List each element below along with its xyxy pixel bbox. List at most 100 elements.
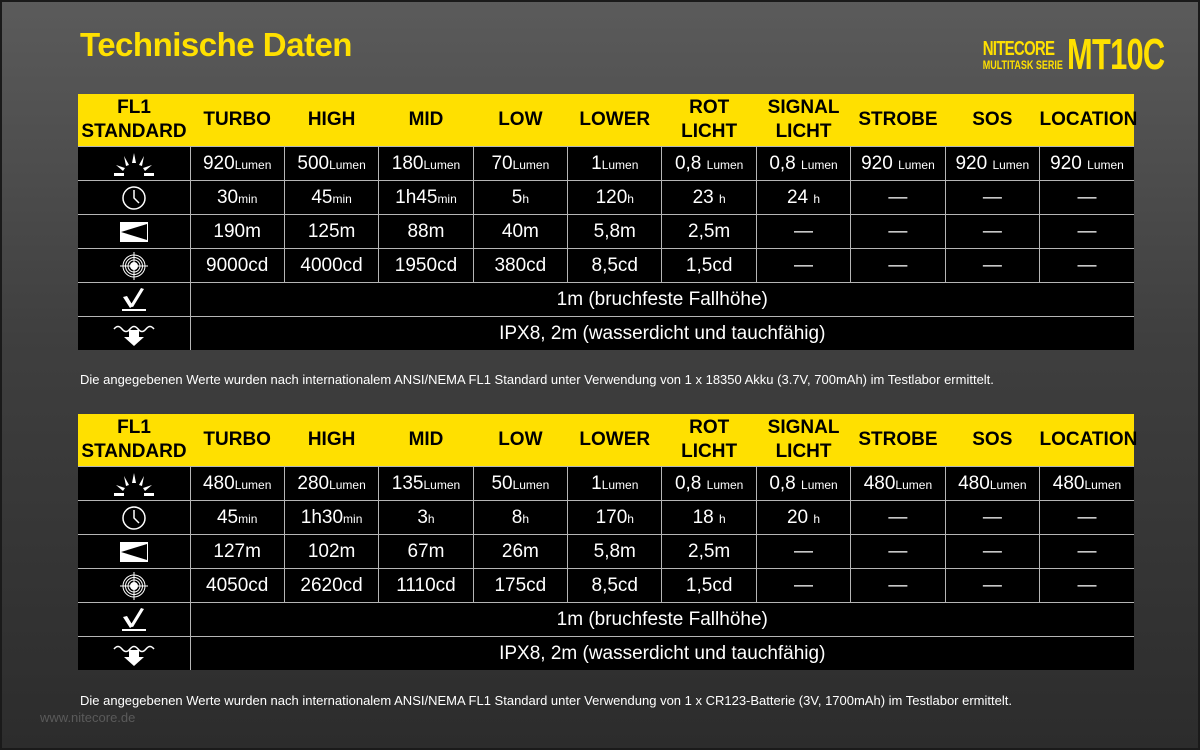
cell-value: — xyxy=(982,574,1002,596)
cell-value: — xyxy=(1077,254,1097,276)
cell-value: — xyxy=(888,574,908,596)
cell-value: 920 xyxy=(955,152,993,174)
cell-unit: Lumen xyxy=(1084,477,1122,492)
impact-value: 1m (bruchfeste Fallhöhe) xyxy=(189,282,1134,317)
table-cell: 9000cd xyxy=(189,248,285,283)
table-cell: 67m xyxy=(378,534,474,569)
table-cell: 920Lumen xyxy=(189,146,285,181)
cell-value: 26m xyxy=(501,540,539,562)
cell-unit: Lumen xyxy=(234,157,272,172)
table-cell: 920 Lumen xyxy=(1039,146,1134,181)
table-cell: 102m xyxy=(283,534,380,569)
page-title: Technische Daten xyxy=(80,26,352,63)
column-header: LOCATION xyxy=(1039,414,1137,467)
cell-value: — xyxy=(1077,220,1097,242)
cell-unit: min xyxy=(238,511,258,526)
table-row: 1m (bruchfeste Fallhöhe) xyxy=(78,602,1134,637)
cell-value: 1h30 xyxy=(300,506,344,528)
table-cell: — xyxy=(1039,568,1134,603)
table-cell: 88m xyxy=(378,214,474,249)
cell-unit: Lumen xyxy=(601,477,639,492)
column-header: SIGNAL LICHT xyxy=(756,414,851,467)
spec-table-18350: FL1 STANDARD TURBO HIGH MID LOW LOWER ROT LICH… xyxy=(78,94,1137,350)
table-cell: 0,8 Lumen xyxy=(661,146,757,181)
table-cell: — xyxy=(1039,214,1134,249)
table-cell: — xyxy=(755,214,852,249)
cell-value: — xyxy=(888,254,908,276)
cell-value: 135 xyxy=(391,472,424,494)
table-cell: 0,8 Lumen xyxy=(755,146,852,181)
cell-value: — xyxy=(888,186,908,208)
cell-unit: h xyxy=(813,191,821,206)
table-cell: 30min xyxy=(189,180,285,215)
column-header: FL1 STANDARD xyxy=(78,94,190,147)
table-row: IPX8, 2m (wasserdicht und tauchfähig) xyxy=(78,636,1134,670)
table-cell: — xyxy=(850,500,946,535)
cell-value: 88m xyxy=(407,220,445,242)
logo-series: MULTITASK SERIE xyxy=(982,58,1063,72)
cell-value: 480 xyxy=(958,472,990,494)
cell-value: 127m xyxy=(213,540,261,562)
waterproof-value: IPX8, 2m (wasserdicht und tauchfähig) xyxy=(189,316,1134,350)
table-cell: 480Lumen xyxy=(189,466,285,501)
cell-value: — xyxy=(982,220,1002,242)
table-cell: 4000cd xyxy=(283,248,380,283)
cell-value: 8,5cd xyxy=(591,574,638,596)
cell-value: 4050cd xyxy=(206,574,269,596)
intensity-target-icon xyxy=(78,248,191,283)
cell-unit: Lumen xyxy=(329,157,366,172)
cell-unit: Lumen xyxy=(706,477,744,492)
logo-brand: NITECORE xyxy=(982,38,1055,60)
waterproof-icon xyxy=(78,636,191,670)
column-header: LOW xyxy=(473,414,568,467)
cell-value: — xyxy=(794,540,814,562)
cell-unit: h xyxy=(813,511,821,526)
cell-value: 70 xyxy=(491,152,513,174)
footnote-18350: Die angegebenen Werte wurden nach intern… xyxy=(80,372,994,387)
column-header: STROBE xyxy=(850,414,946,467)
table-row: 9000cd 4000cd 1950cd 380cd 8,5cd 1,5cd — — — — xyxy=(78,248,1134,283)
table-cell: 2,5m xyxy=(661,534,757,569)
table-cell: 135Lumen xyxy=(378,466,474,501)
table-cell: 2,5m xyxy=(661,214,757,249)
cell-unit: h xyxy=(627,191,634,206)
table-cell: 500Lumen xyxy=(283,146,380,181)
cell-value: — xyxy=(982,254,1002,276)
cell-unit: Lumen xyxy=(329,477,366,492)
runtime-clock-icon xyxy=(78,180,191,215)
spec-table-cr123: FL1 STANDARD TURBO HIGH MID LOW LOWER ROT LICH… xyxy=(78,414,1137,670)
intensity-target-icon xyxy=(78,568,191,603)
cell-unit: h xyxy=(627,511,634,526)
table-cell: 5,8m xyxy=(567,534,663,569)
column-header: TURBO xyxy=(190,94,285,147)
cell-value: — xyxy=(982,540,1002,562)
table-row: 480Lumen 280Lumen 135Lumen 50Lumen 1Lumen 0,8… xyxy=(78,466,1134,501)
brightness-icon xyxy=(78,466,191,501)
cell-unit: Lumen xyxy=(992,157,1030,172)
table-cell: 170h xyxy=(567,500,663,535)
table-cell: 1,5cd xyxy=(661,568,757,603)
cell-value: 280 xyxy=(297,472,330,494)
cell-value: 5,8m xyxy=(593,220,636,242)
cell-value: 40m xyxy=(501,220,539,242)
cell-value: 8,5cd xyxy=(591,254,638,276)
table-cell: 8,5cd xyxy=(567,568,663,603)
table-cell: — xyxy=(944,534,1041,569)
column-header: TURBO xyxy=(190,414,285,467)
table-cell: 1110cd xyxy=(378,568,474,603)
table-cell: 380cd xyxy=(472,248,569,283)
table-cell: 40m xyxy=(472,214,569,249)
table-cell: 8,5cd xyxy=(567,248,663,283)
cell-value: — xyxy=(1077,186,1097,208)
footnote-cr123: Die angegebenen Werte wurden nach intern… xyxy=(80,693,1012,708)
table-cell: — xyxy=(850,180,946,215)
cell-unit: min xyxy=(437,191,457,206)
table-cell: — xyxy=(944,568,1041,603)
cell-value: 18 xyxy=(692,506,720,528)
cell-value: 50 xyxy=(491,472,513,494)
table-cell: — xyxy=(755,248,852,283)
cell-value: 1950cd xyxy=(394,254,458,276)
column-header: SOS xyxy=(945,94,1040,147)
cell-value: — xyxy=(1077,540,1097,562)
cell-value: 125m xyxy=(307,220,356,242)
